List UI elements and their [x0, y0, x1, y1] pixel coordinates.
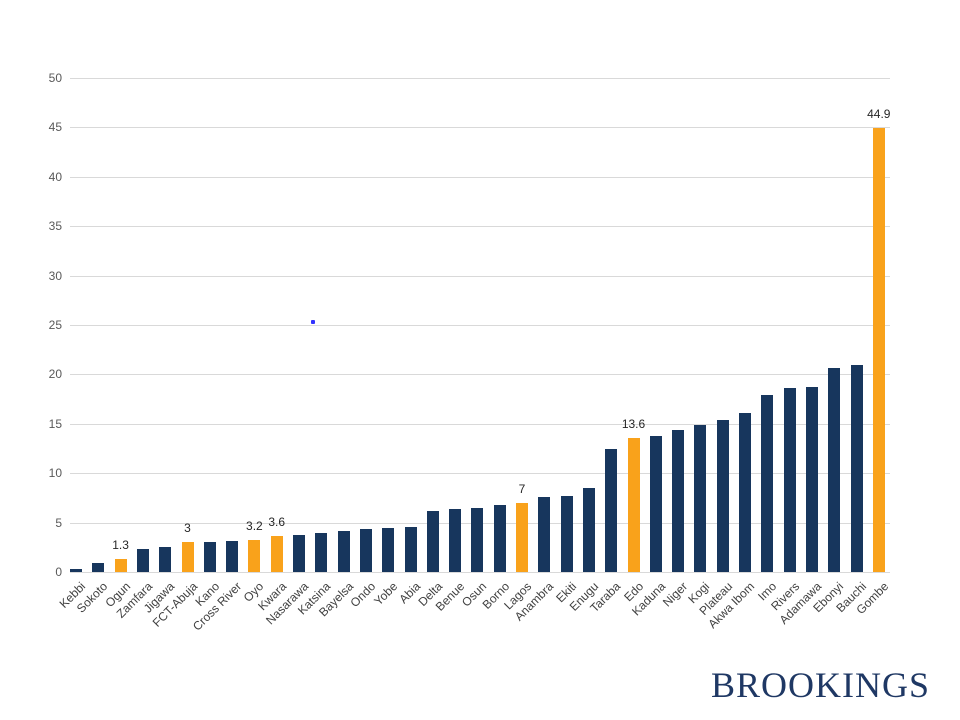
data-label-ogun: 1.3 — [112, 538, 129, 553]
data-label-lagos: 7 — [518, 481, 526, 496]
bar-imo — [761, 395, 774, 572]
gridline-y-30 — [70, 275, 890, 277]
bar-delta — [426, 510, 439, 572]
y-axis-tick-40: 40 — [48, 169, 62, 184]
bar-kano — [203, 542, 216, 572]
gridline-y-35 — [70, 226, 890, 228]
bar-lagos — [516, 502, 528, 572]
data-label-gombe: 44.9 — [867, 107, 891, 122]
gridline-y-45 — [70, 127, 890, 129]
y-axis-tick-15: 15 — [48, 416, 62, 431]
y-axis-tick-10: 10 — [48, 466, 62, 481]
y-axis-tick-30: 30 — [48, 268, 62, 283]
y-axis-tick-25: 25 — [48, 318, 62, 332]
bar-bauchi — [850, 364, 863, 572]
bar-rivers — [783, 388, 796, 572]
brookings-logo: BROOKINGS — [710, 665, 930, 705]
bar-osun — [471, 507, 484, 572]
bar-abia — [404, 526, 417, 572]
bar-katsina — [315, 533, 328, 572]
bar-ekiti — [560, 495, 573, 572]
y-axis-tick-0: 0 — [55, 565, 62, 579]
bar-yobe — [382, 527, 395, 572]
bar-ondo — [359, 528, 372, 572]
bar-cross-river — [226, 541, 239, 572]
bar-adamawa — [805, 387, 818, 572]
data-label-oyo: 3.2 — [246, 519, 263, 534]
bar-kebbi — [70, 569, 82, 572]
bar-plateau — [716, 419, 729, 572]
bar-ogun — [114, 559, 127, 572]
gridline-y-20 — [70, 374, 890, 376]
bar-benue — [449, 508, 462, 572]
bar-enugu — [582, 488, 595, 572]
bar-oyo — [248, 540, 261, 572]
bar-anambra — [538, 496, 551, 572]
data-label-kwara: 3.6 — [268, 515, 286, 530]
y-axis-tick-50: 50 — [48, 71, 62, 85]
bar-kwara — [270, 536, 283, 572]
bar-nasarawa — [293, 535, 305, 572]
y-axis-tick-35: 35 — [48, 219, 62, 234]
bar-fct-abuja — [181, 542, 194, 572]
bar-taraba — [605, 449, 618, 572]
bar-edo — [627, 437, 640, 572]
bar-kogi — [694, 424, 707, 572]
gridline-y-0 — [70, 572, 890, 573]
stray-dot — [311, 320, 315, 324]
gridline-y-40 — [70, 176, 890, 178]
bar-bayelsa — [337, 530, 350, 572]
gridline-y-50 — [70, 78, 890, 79]
gridline-y-15 — [70, 423, 890, 425]
data-label-edo: 13.6 — [621, 416, 646, 431]
gridline-y-25 — [70, 325, 890, 326]
bar-gombe — [872, 128, 885, 572]
y-axis-tick-20: 20 — [48, 367, 62, 382]
bar-niger — [672, 429, 685, 572]
bar-zamfara — [136, 549, 149, 572]
gridline-y-10 — [70, 473, 890, 475]
data-label-fct-abuja: 3 — [184, 521, 191, 536]
bar-sokoto — [92, 563, 105, 572]
bar-kaduna — [649, 435, 662, 572]
bar-ebonyi — [828, 368, 841, 572]
bar-borno — [493, 504, 506, 572]
y-axis-tick-45: 45 — [48, 120, 62, 135]
bar-jigawa — [159, 547, 172, 572]
y-axis-tick-5: 5 — [55, 515, 62, 530]
bar-akwa-ibom — [739, 412, 751, 572]
